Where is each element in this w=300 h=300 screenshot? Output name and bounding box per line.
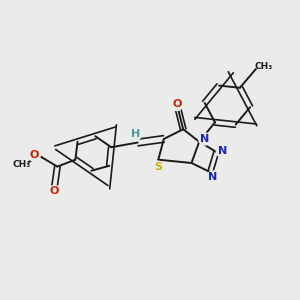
- Text: N: N: [218, 146, 227, 156]
- Circle shape: [216, 145, 229, 158]
- Text: O: O: [50, 187, 59, 196]
- Circle shape: [152, 161, 164, 173]
- Circle shape: [15, 159, 28, 171]
- Text: O: O: [29, 150, 39, 160]
- Text: N: N: [200, 134, 209, 144]
- Text: CH₃: CH₃: [12, 160, 31, 169]
- Circle shape: [171, 98, 183, 110]
- Circle shape: [28, 149, 40, 161]
- Text: O: O: [172, 99, 182, 110]
- Circle shape: [258, 60, 270, 72]
- Text: S: S: [154, 162, 162, 172]
- Text: H: H: [131, 129, 140, 139]
- Circle shape: [49, 185, 61, 198]
- Circle shape: [199, 133, 211, 145]
- Text: N: N: [208, 172, 218, 182]
- Circle shape: [129, 128, 141, 140]
- Circle shape: [207, 171, 219, 183]
- Text: CH₃: CH₃: [254, 62, 273, 71]
